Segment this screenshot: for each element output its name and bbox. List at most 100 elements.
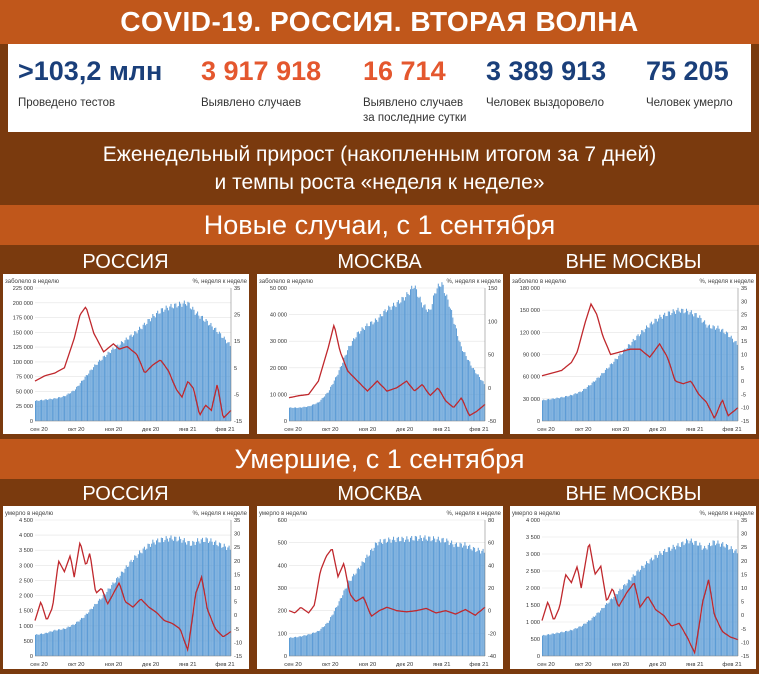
data-bar — [214, 328, 216, 421]
chart-svg: заболело в неделю %, неделя к неделе 0 25 0… — [5, 279, 248, 433]
data-bar — [721, 329, 723, 421]
data-bar — [598, 377, 600, 421]
data-bar — [200, 539, 202, 656]
data-bar — [396, 537, 398, 656]
data-bar — [205, 537, 207, 656]
data-bar — [612, 364, 614, 421]
data-bar — [37, 400, 39, 421]
data-bar — [126, 339, 128, 421]
data-bar — [227, 547, 229, 656]
data-bar — [137, 330, 139, 421]
data-bar — [349, 346, 351, 421]
data-bar — [140, 328, 142, 421]
data-bar — [638, 571, 640, 656]
stat-daily-cases-label-line2: за последние сутки — [363, 112, 467, 124]
data-bar — [454, 324, 456, 421]
data-bar — [407, 293, 409, 421]
data-bar — [592, 616, 594, 656]
data-bar — [481, 380, 483, 421]
data-bar — [655, 318, 657, 421]
data-bar — [625, 585, 627, 656]
data-bar — [137, 554, 139, 656]
data-bar — [462, 351, 463, 421]
data-bar — [589, 620, 591, 656]
data-bar — [389, 539, 391, 656]
data-bar — [647, 327, 649, 421]
data-bar — [139, 550, 141, 656]
data-bar — [218, 542, 220, 656]
data-bar — [120, 571, 122, 656]
data-bar — [638, 336, 640, 421]
data-bar — [56, 630, 58, 656]
x-tick-label: фев 21 — [469, 427, 488, 433]
data-bar — [397, 300, 399, 421]
data-bar — [610, 598, 612, 656]
data-bar — [53, 630, 55, 656]
data-bar — [702, 548, 704, 656]
data-bar — [380, 542, 382, 656]
data-bar — [644, 328, 646, 421]
data-bar — [153, 315, 155, 421]
data-bar — [448, 306, 450, 421]
data-bar — [389, 306, 391, 421]
data-bar — [411, 536, 413, 656]
data-bar — [679, 312, 681, 421]
y-tick-label: 40 000 — [270, 313, 287, 319]
data-bar — [177, 306, 179, 421]
data-bar — [730, 546, 732, 656]
data-bar — [411, 285, 413, 421]
data-bar — [552, 633, 554, 656]
x-tick-label: сен 20 — [284, 662, 301, 668]
data-bar — [644, 564, 646, 656]
data-bar — [314, 404, 316, 421]
data-bar — [215, 540, 217, 656]
data-bar — [108, 352, 110, 421]
data-bar — [626, 347, 628, 421]
data-bar — [452, 317, 454, 421]
data-bar — [227, 342, 229, 421]
data-bar — [123, 343, 125, 421]
data-bar — [620, 589, 622, 656]
data-bar — [200, 316, 202, 421]
data-bar — [430, 541, 432, 656]
x-tick-label: окт 20 — [322, 662, 339, 668]
data-bar — [694, 541, 696, 656]
data-bar — [209, 324, 211, 421]
data-bar — [308, 634, 310, 656]
data-bar — [186, 305, 188, 421]
y2-tick-label: 15 — [234, 572, 240, 578]
data-bar — [85, 613, 87, 656]
data-bar — [548, 634, 550, 656]
data-bar — [659, 314, 661, 421]
data-bar — [295, 407, 297, 421]
y2-tick-label: -15 — [234, 654, 242, 660]
data-bar — [133, 559, 134, 656]
y-tick-label: 500 — [531, 637, 540, 643]
data-bar — [721, 543, 723, 656]
y2-tick-label: -15 — [741, 654, 749, 660]
data-bar — [394, 540, 396, 656]
data-bar — [642, 330, 644, 421]
y-tick-label: 0 — [30, 419, 33, 425]
data-bar — [432, 536, 434, 656]
data-bar — [545, 400, 547, 421]
y-tick-label: 400 — [278, 563, 287, 569]
data-bar — [652, 324, 654, 421]
data-bar — [291, 407, 293, 421]
data-bar — [348, 580, 350, 656]
data-bar — [194, 314, 196, 421]
data-bar — [577, 628, 579, 656]
data-bar — [203, 320, 205, 421]
y2-tick-label: 30 — [234, 532, 240, 538]
y-tick-label: 200 000 — [13, 301, 33, 307]
data-bar — [636, 571, 638, 656]
data-bar — [710, 328, 712, 421]
data-bar — [147, 543, 149, 656]
data-bar — [696, 317, 698, 421]
data-bar — [172, 308, 174, 421]
data-bar — [378, 541, 380, 656]
y-tick-label: 30 000 — [270, 339, 287, 345]
data-bar — [435, 293, 437, 421]
data-bar — [477, 374, 479, 421]
x-tick-label: дек 20 — [142, 662, 159, 668]
